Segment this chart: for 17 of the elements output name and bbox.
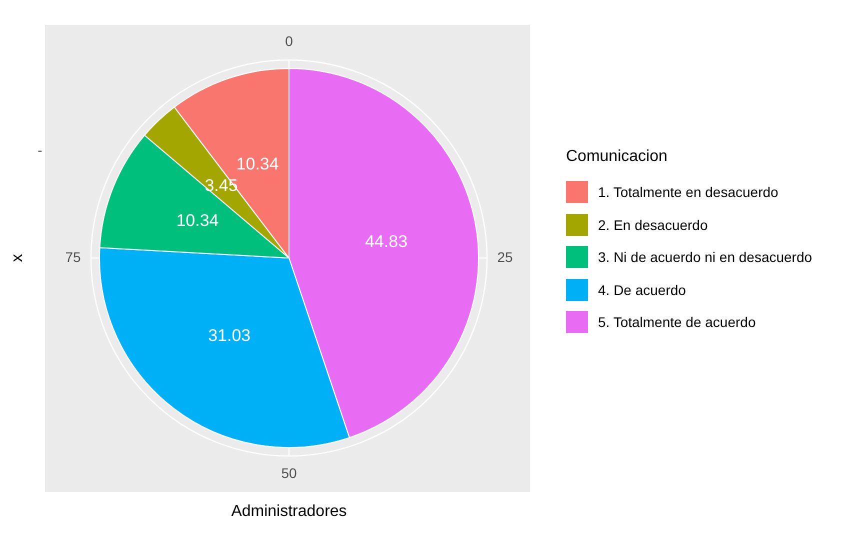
data-label: 31.03 (208, 326, 251, 346)
data-label: 10.34 (176, 211, 219, 230)
text: 0 (285, 32, 294, 49)
legend-label: 1. Totalmente en desacuerdo (598, 184, 778, 200)
text: 50 (281, 464, 297, 481)
legend-label: 2. En desacuerdo (598, 216, 708, 233)
legend-label: 3. Ni de acuerdo ni en desacuerdo (598, 249, 812, 266)
text: 75 (65, 248, 81, 265)
legend-title: Comunicacion (566, 148, 668, 166)
legend-label: 5. Totalmente de acuerdo (598, 314, 756, 330)
text: - (38, 142, 42, 158)
legend-label: 4. De acuerdo (598, 282, 686, 298)
data-label: 10.34 (236, 154, 279, 174)
data-label: 44.83 (364, 232, 408, 251)
text: 25 (497, 248, 514, 265)
text: x (9, 254, 27, 262)
text: Administradores (231, 503, 347, 521)
